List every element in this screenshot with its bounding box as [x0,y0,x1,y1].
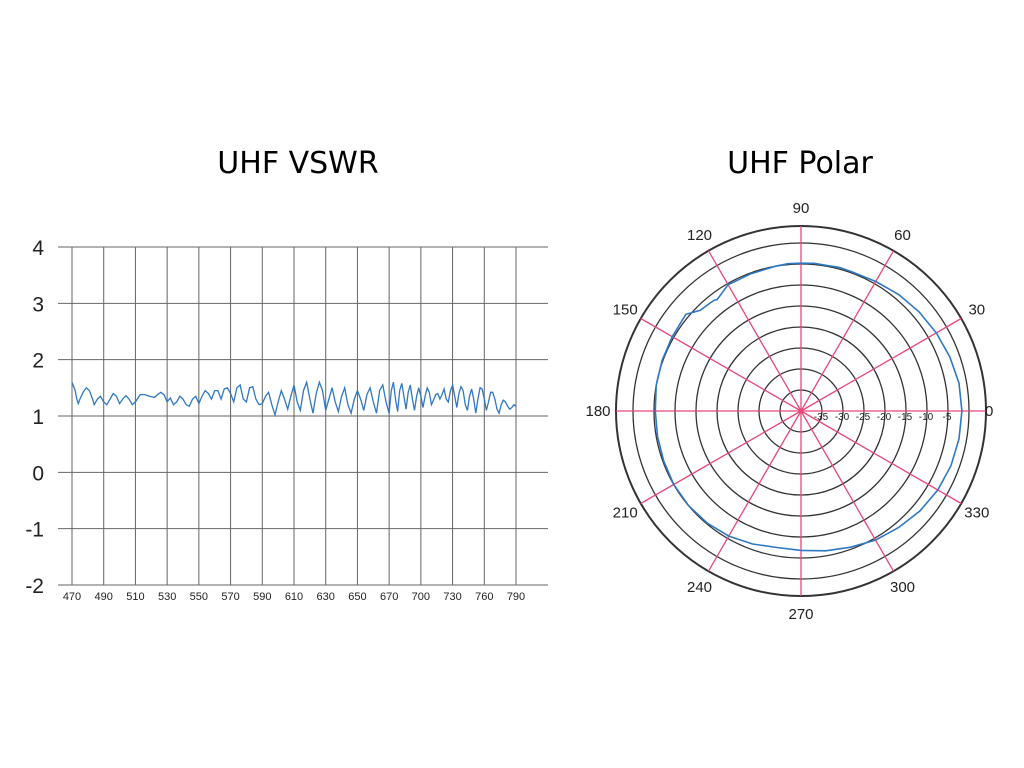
polar-radial-label: -20 [877,412,892,423]
polar-radial-label: -5 [943,412,952,423]
polar-angle-label: 90 [793,200,810,217]
x-tick-label: 650 [348,591,366,603]
x-tick-label: 530 [158,591,176,603]
polar-angle-label: 210 [613,505,638,522]
polar-spoke [800,250,895,412]
y-tick-label: 3 [32,293,44,316]
x-tick-label: 490 [95,591,113,603]
polar-angle-label: 240 [687,579,712,596]
polar-spoke [800,317,962,412]
polar-radial-label: -25 [856,412,871,423]
x-tick-label: 730 [443,591,461,603]
polar-angle-label: 30 [968,302,985,319]
y-tick-label: -1 [25,519,44,542]
polar-angle-label: 120 [687,227,712,244]
y-tick-label: 2 [32,350,44,373]
x-tick-label: 670 [380,591,398,603]
polar-angle-label: 270 [788,606,813,623]
x-tick-label: 760 [475,591,493,603]
polar-angle-label: 0 [985,403,993,420]
polar-pattern-line [654,262,963,552]
vswr-series-line [71,379,517,418]
x-tick-label: 570 [221,591,239,603]
x-tick-label: 550 [190,591,208,603]
polar-radial-label: -10 [919,412,934,423]
polar-chart-title: UHF Polar [727,146,873,181]
polar-spoke [800,410,962,505]
x-tick-label: 590 [253,591,271,603]
polar-spoke [707,250,802,412]
polar-angle-label: 150 [613,302,638,319]
polar-angle-label: 60 [894,227,911,244]
polar-radial-label: -30 [835,412,850,423]
y-tick-label: 0 [32,462,44,485]
x-tick-label: 630 [317,591,335,603]
x-tick-label: 790 [507,591,525,603]
polar-radial-label: -35 [814,412,829,423]
polar-radial-label: -15 [898,412,913,423]
y-tick-label: 1 [32,406,44,429]
polar-angle-label: 180 [585,403,610,420]
polar-spoke [707,410,802,572]
y-tick-label: -2 [25,575,44,598]
x-tick-label: 510 [126,591,144,603]
y-tick-label: 4 [32,237,44,260]
polar-angle-label: 300 [890,579,915,596]
x-tick-label: 610 [285,591,303,603]
polar-spoke [640,410,802,505]
x-tick-label: 470 [63,591,81,603]
vswr-chart-title: UHF VSWR [217,146,379,181]
polar-angle-label: 330 [964,505,989,522]
polar-spoke [800,410,895,572]
x-tick-label: 700 [412,591,430,603]
polar-spoke [640,317,802,412]
